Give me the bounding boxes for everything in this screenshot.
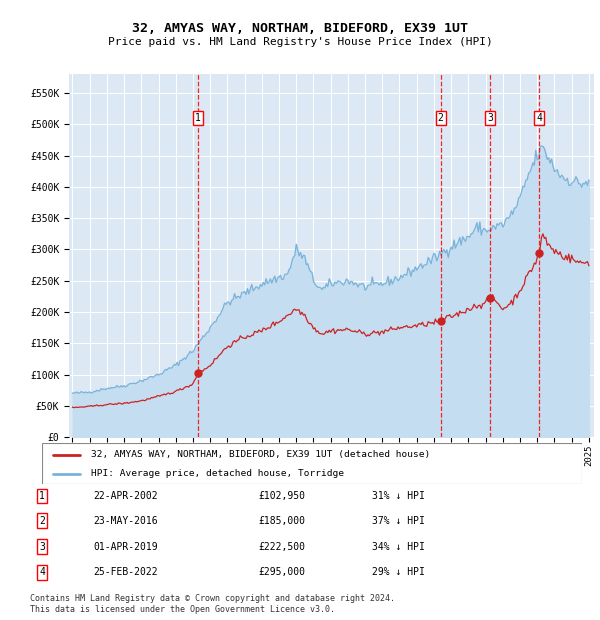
- Text: 2: 2: [39, 516, 45, 526]
- Text: 4: 4: [536, 113, 542, 123]
- Text: 32, AMYAS WAY, NORTHAM, BIDEFORD, EX39 1UT (detached house): 32, AMYAS WAY, NORTHAM, BIDEFORD, EX39 1…: [91, 450, 430, 459]
- Text: Price paid vs. HM Land Registry's House Price Index (HPI): Price paid vs. HM Land Registry's House …: [107, 37, 493, 47]
- Text: £102,950: £102,950: [258, 491, 305, 501]
- Text: 25-FEB-2022: 25-FEB-2022: [93, 567, 158, 577]
- Text: 23-MAY-2016: 23-MAY-2016: [93, 516, 158, 526]
- Text: 4: 4: [39, 567, 45, 577]
- Text: 37% ↓ HPI: 37% ↓ HPI: [372, 516, 425, 526]
- Text: 1: 1: [39, 491, 45, 501]
- Text: 31% ↓ HPI: 31% ↓ HPI: [372, 491, 425, 501]
- Text: 32, AMYAS WAY, NORTHAM, BIDEFORD, EX39 1UT: 32, AMYAS WAY, NORTHAM, BIDEFORD, EX39 1…: [132, 22, 468, 35]
- Text: 01-APR-2019: 01-APR-2019: [93, 542, 158, 552]
- Text: 3: 3: [39, 542, 45, 552]
- Text: 29% ↓ HPI: 29% ↓ HPI: [372, 567, 425, 577]
- Text: £222,500: £222,500: [258, 542, 305, 552]
- Text: £295,000: £295,000: [258, 567, 305, 577]
- Text: 1: 1: [195, 113, 201, 123]
- FancyBboxPatch shape: [42, 443, 582, 484]
- Text: HPI: Average price, detached house, Torridge: HPI: Average price, detached house, Torr…: [91, 469, 344, 478]
- Text: This data is licensed under the Open Government Licence v3.0.: This data is licensed under the Open Gov…: [30, 604, 335, 614]
- Text: 34% ↓ HPI: 34% ↓ HPI: [372, 542, 425, 552]
- Text: £185,000: £185,000: [258, 516, 305, 526]
- Text: Contains HM Land Registry data © Crown copyright and database right 2024.: Contains HM Land Registry data © Crown c…: [30, 593, 395, 603]
- Text: 2: 2: [437, 113, 443, 123]
- Text: 3: 3: [487, 113, 493, 123]
- Text: 22-APR-2002: 22-APR-2002: [93, 491, 158, 501]
